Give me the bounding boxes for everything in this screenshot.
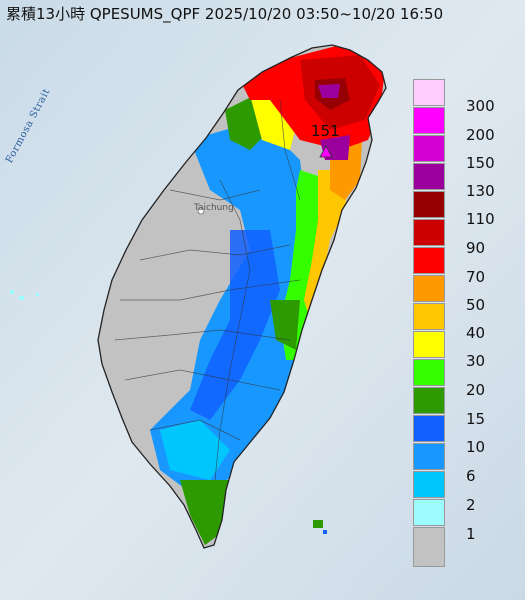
legend-label-200: 200 (466, 126, 495, 144)
legend-label-300: 300 (466, 97, 495, 115)
legend-swatch-40 (413, 303, 445, 330)
legend-swatch-1 (413, 499, 445, 526)
legend-swatch-6 (413, 443, 445, 470)
max-value-marker-icon (319, 145, 333, 158)
legend-swatch-50 (413, 275, 445, 302)
penghu-island-tiny (36, 293, 39, 296)
green-island (313, 520, 323, 528)
taichung-city-icon (197, 207, 205, 215)
legend-swatch-2 (413, 471, 445, 498)
legend-swatch-20 (413, 359, 445, 386)
max-value-label: 151 (311, 122, 340, 140)
legend-swatch-30 (413, 331, 445, 358)
legend-swatch-110 (413, 191, 445, 218)
penghu-island (19, 296, 24, 300)
legend-label-130: 130 (466, 182, 495, 200)
legend-label-2: 2 (466, 496, 476, 514)
taiwan-island (97, 44, 387, 549)
legend-swatch-70 (413, 247, 445, 274)
legend-swatch-0 (413, 527, 445, 567)
legend-label-110: 110 (466, 210, 495, 228)
map-title: 累積13小時 QPESUMS_QPF 2025/10/20 03:50~10/2… (6, 5, 444, 23)
green-island-edge (323, 530, 327, 534)
legend-label-70: 70 (466, 268, 486, 286)
legend-label-20: 20 (466, 381, 486, 399)
legend-swatch-130 (413, 163, 445, 190)
legend-label-150: 150 (466, 154, 495, 172)
legend-swatch-10 (413, 415, 445, 442)
legend-swatch-150 (413, 135, 445, 162)
penghu-island-small (10, 290, 14, 294)
legend-label-6: 6 (466, 467, 476, 485)
legend-label-10: 10 (466, 438, 486, 456)
legend-swatch-90 (413, 219, 445, 246)
legend-label-90: 90 (466, 239, 486, 257)
legend-swatch-200 (413, 107, 445, 134)
legend-swatch-300 (413, 79, 445, 106)
legend-label-1: 1 (466, 525, 476, 543)
legend-label-40: 40 (466, 324, 486, 342)
legend-label-50: 50 (466, 296, 486, 314)
legend-label-15: 15 (466, 410, 486, 428)
legend-swatch-15 (413, 387, 445, 414)
legend-label-30: 30 (466, 352, 486, 370)
city-label: Taichung (194, 203, 234, 213)
color-legend (413, 79, 447, 570)
